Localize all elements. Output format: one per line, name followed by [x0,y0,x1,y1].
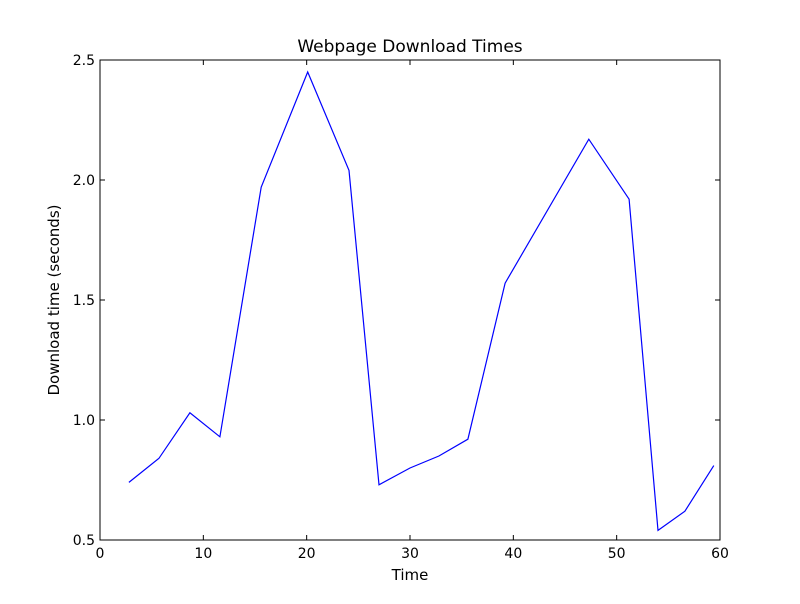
data-point [437,455,440,458]
plot-frame [99,59,721,541]
y-tick-label: 0.5 [73,533,95,549]
y-tick-label: 2.0 [73,173,95,189]
data-point [587,138,590,141]
y-tick-label: 2.5 [73,53,95,69]
data-point [409,467,412,470]
x-tick-label: 50 [608,546,626,562]
data-point [712,464,715,467]
x-tick-label: 40 [504,546,522,562]
y-tick-label: 1.0 [73,413,95,429]
y-tick-label: 1.5 [73,293,95,309]
data-point [683,510,686,513]
data-point [260,186,263,189]
data-point [466,438,469,441]
data-point [628,198,631,201]
data-point [348,169,351,172]
x-tick-label: 30 [401,546,419,562]
data-point [218,435,221,438]
data-point [127,481,130,484]
series-line [128,70,715,532]
x-axis-label: Time [391,566,429,584]
chart-title: Webpage Download Times [297,37,522,57]
data-point [657,529,660,532]
x-tick-label: 20 [298,546,316,562]
y-axis-label: Download time (seconds) [45,204,63,395]
data-point [306,71,309,74]
data-point [157,457,160,460]
x-tick-label: 60 [711,546,729,562]
data-point [378,483,381,486]
data-point [188,411,191,414]
x-tick-label: 0 [96,546,105,562]
data-point [504,282,507,285]
x-tick-label: 10 [194,546,212,562]
